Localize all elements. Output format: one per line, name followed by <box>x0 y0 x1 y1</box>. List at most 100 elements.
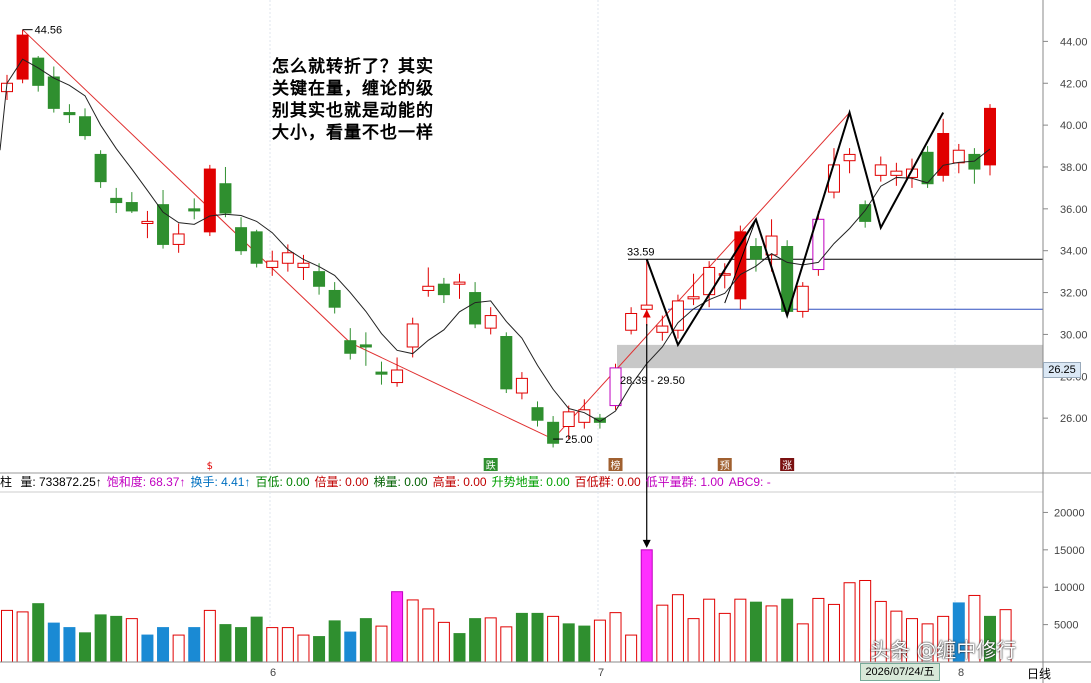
candle-body <box>937 132 950 176</box>
candle-body <box>781 246 794 312</box>
candle-body <box>609 367 622 407</box>
indicator-item: 饱和度: 68.37↑ <box>106 475 186 489</box>
volume-tick-label: 15000 <box>1054 545 1085 557</box>
candle-body <box>141 220 154 224</box>
volume-bar <box>671 594 684 663</box>
volume-bar <box>422 608 435 663</box>
candle-body <box>219 183 232 214</box>
candle-body <box>375 371 388 375</box>
annotation-line: 关键在量，缠论的级 <box>272 79 434 99</box>
candle-body <box>718 273 731 276</box>
indicator-item: 柱 <box>0 475 16 489</box>
candle-body <box>984 107 996 166</box>
volume-bar <box>1 609 13 663</box>
price-tick-label: 38.00 <box>1060 162 1088 174</box>
candle-body <box>188 208 201 212</box>
candle-body <box>235 227 248 252</box>
price-tick-label: 26.00 <box>1060 413 1088 425</box>
indicator-item: 倍量: 0.00 <box>314 475 369 489</box>
price-tick-label: 34.00 <box>1060 246 1088 258</box>
cursor-date-box: 2026/07/24/五 <box>860 663 940 681</box>
candle-body <box>125 202 138 212</box>
pivot-zone <box>617 344 1043 369</box>
volume-bar <box>531 612 544 663</box>
volume-bar <box>125 618 138 663</box>
annotation-line: 大小，看量不也一样 <box>272 123 434 143</box>
candle-body <box>703 266 716 296</box>
candle-body <box>359 344 372 348</box>
volume-bar <box>281 627 294 663</box>
candle-body <box>328 289 341 308</box>
time-tick-label: 8 <box>958 667 964 679</box>
volume-bar <box>687 618 700 663</box>
candle-body <box>562 411 575 428</box>
candle-body <box>391 369 404 384</box>
indicator-item: 百低: 0.00 <box>255 475 310 489</box>
candle-body <box>734 231 747 300</box>
volume-bar <box>453 633 466 663</box>
candle-body <box>796 285 809 312</box>
volume-bar <box>703 598 716 663</box>
high-price-label: 44.56 <box>35 25 63 37</box>
volume-bar <box>16 611 29 663</box>
volume-bar <box>718 612 731 663</box>
volume-bar <box>437 621 450 663</box>
volume-bar <box>359 618 372 663</box>
price-labels: 44.56 25.00 33.59 28.39 - 29.50 $ 跌 榜 预 涨 <box>22 25 795 472</box>
candle-body <box>203 168 216 233</box>
annotation-text: 怎么就转折了？其实 关键在量，缠论的级 别其实也就是动能的 大小，看量不也一样 <box>272 56 482 144</box>
volume-bar <box>625 634 638 663</box>
indicator-item: 换手: 4.41↑ <box>190 475 251 489</box>
candle-body <box>656 325 669 333</box>
indicator-item: 量: 733872.25↑ <box>20 475 102 489</box>
candle-body <box>640 304 653 310</box>
volume-bar <box>94 614 107 663</box>
price-tick-label: 36.00 <box>1060 204 1088 216</box>
candle-body <box>79 116 92 137</box>
volume-bar <box>141 634 154 663</box>
candle-body <box>281 252 294 264</box>
buy-arrow <box>642 309 651 318</box>
volume-tick-label: 5000 <box>1054 620 1078 632</box>
indicator-item: ABC9: - <box>728 475 771 489</box>
candle-body <box>547 421 560 444</box>
period-label[interactable]: 日线 <box>1027 667 1052 681</box>
candle-body <box>890 170 903 176</box>
candle-body <box>453 281 466 285</box>
candle-body <box>16 34 29 80</box>
time-tick-label: 7 <box>598 667 604 679</box>
event-marker-text: 涨 <box>782 460 792 472</box>
volume-tick-label: 20000 <box>1054 507 1085 519</box>
volume-bar <box>578 625 591 663</box>
indicator-item: 梯量: 0.00 <box>373 475 428 489</box>
volume-bar <box>609 612 622 663</box>
volume-bar <box>47 622 60 663</box>
volume-bar <box>843 582 856 663</box>
candle-series <box>1 29 996 448</box>
event-marker-box <box>483 458 498 471</box>
candle-body <box>250 231 263 264</box>
volume-bar <box>297 634 310 663</box>
time-tick-label: 6 <box>270 667 276 679</box>
indicator-readout-bar: 柱 量: 733872.25↑ 饱和度: 68.37↑ 换手: 4.41↑ 百低: 0… <box>0 473 776 491</box>
volume-bar <box>500 626 513 663</box>
price-tick-label: 32.00 <box>1060 288 1088 300</box>
price-tick-label: 44.00 <box>1060 36 1088 48</box>
candle-body <box>593 417 606 423</box>
volume-bar <box>110 615 123 663</box>
price-tick-label: 30.00 <box>1060 329 1088 341</box>
indicator-item: 高量: 0.00 <box>432 475 487 489</box>
volume-bar <box>593 619 606 663</box>
volume-bar <box>781 598 794 663</box>
candle-body <box>687 296 700 300</box>
moving-average-line <box>0 58 991 423</box>
volume-bar <box>266 627 279 663</box>
volume-bar <box>313 636 326 663</box>
annotation-line: 怎么就转折了？其实 <box>272 57 434 77</box>
candle-body <box>859 204 872 222</box>
current-price-box: 26.25 <box>1043 362 1081 378</box>
candle-body <box>406 323 419 348</box>
volume-bar <box>63 627 76 663</box>
volume-bar <box>32 603 45 663</box>
